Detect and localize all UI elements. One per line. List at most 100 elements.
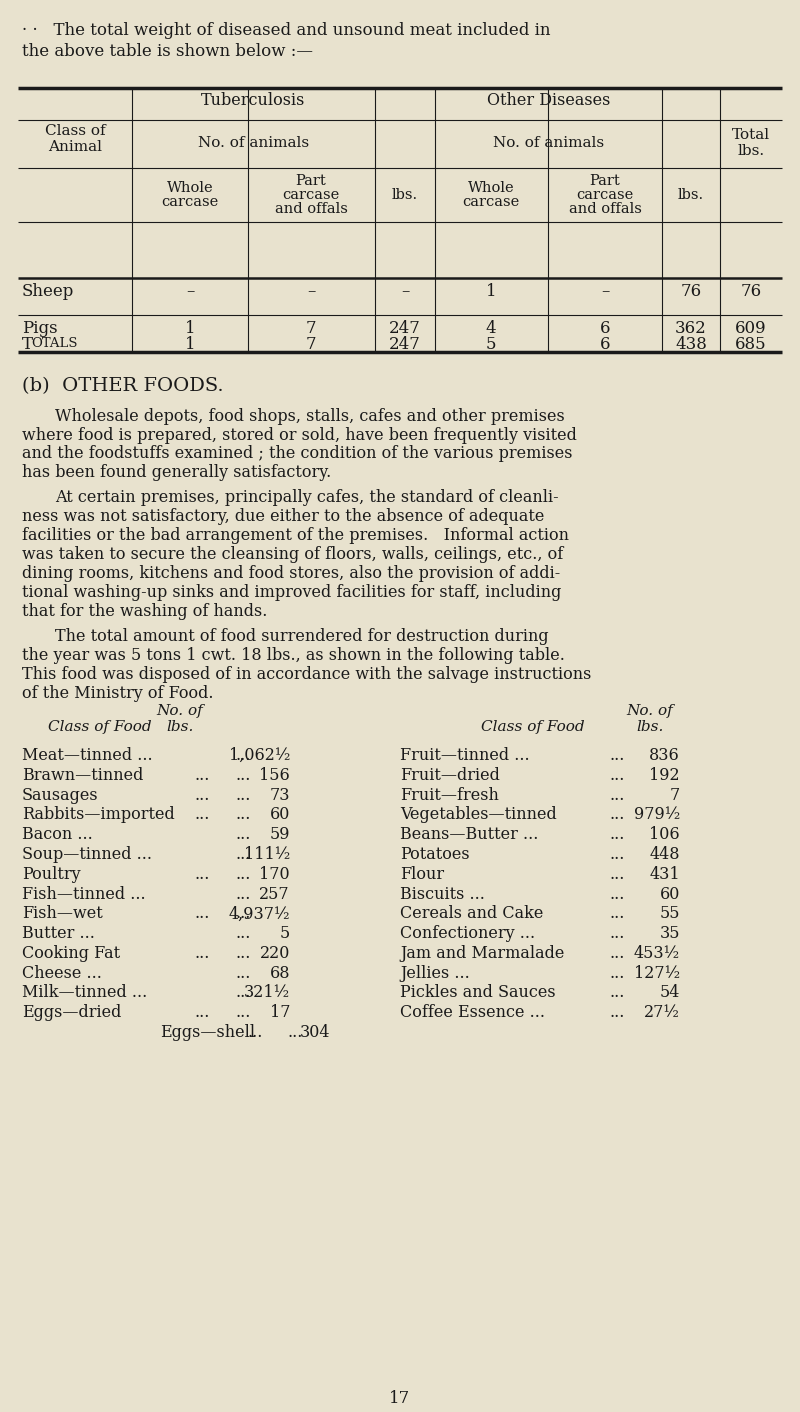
Text: Vegetables—tinned: Vegetables—tinned — [400, 806, 557, 823]
Text: and offals: and offals — [569, 202, 642, 216]
Text: 836: 836 — [650, 747, 680, 764]
Text: Coffee Essence ...: Coffee Essence ... — [400, 1004, 545, 1021]
Text: and offals: and offals — [274, 202, 347, 216]
Text: 438: 438 — [675, 336, 707, 353]
Text: 979½: 979½ — [634, 806, 680, 823]
Text: 247: 247 — [389, 319, 421, 336]
Text: 4,937½: 4,937½ — [229, 905, 290, 922]
Text: No. of: No. of — [626, 705, 674, 719]
Text: 27½: 27½ — [644, 1004, 680, 1021]
Text: 55: 55 — [659, 905, 680, 922]
Text: Meat—tinned ...: Meat—tinned ... — [22, 747, 153, 764]
Text: ...: ... — [610, 767, 625, 784]
Text: This food was disposed of in accordance with the salvage instructions: This food was disposed of in accordance … — [22, 666, 591, 683]
Text: ...: ... — [194, 767, 210, 784]
Text: 448: 448 — [650, 846, 680, 863]
Text: Whole: Whole — [166, 181, 214, 195]
Text: Part: Part — [590, 174, 620, 188]
Text: ...: ... — [235, 786, 250, 803]
Text: Poultry: Poultry — [22, 866, 81, 882]
Text: Flour: Flour — [400, 866, 444, 882]
Text: T: T — [22, 336, 33, 353]
Text: carcase: carcase — [162, 195, 218, 209]
Text: Biscuits ...: Biscuits ... — [400, 885, 485, 902]
Text: 76: 76 — [681, 282, 702, 299]
Text: Jam and Marmalade: Jam and Marmalade — [400, 945, 564, 962]
Text: 17: 17 — [270, 1004, 290, 1021]
Text: 59: 59 — [270, 826, 290, 843]
Text: Fruit—tinned ...: Fruit—tinned ... — [400, 747, 530, 764]
Text: ...: ... — [235, 905, 250, 922]
Text: dining rooms, kitchens and food stores, also the provision of addi-: dining rooms, kitchens and food stores, … — [22, 565, 560, 582]
Text: ...: ... — [610, 786, 625, 803]
Text: ...: ... — [610, 747, 625, 764]
Text: and the foodstuffs examined ; the condition of the various premises: and the foodstuffs examined ; the condit… — [22, 446, 573, 463]
Text: 1,062½: 1,062½ — [229, 747, 290, 764]
Text: –: – — [186, 282, 194, 299]
Text: 60: 60 — [660, 885, 680, 902]
Text: 4: 4 — [486, 319, 496, 336]
Text: · ·   The total weight of diseased and unsound meat included in: · · The total weight of diseased and uns… — [22, 23, 550, 40]
Text: No. of animals: No. of animals — [493, 136, 604, 150]
Text: Total: Total — [732, 128, 770, 141]
Text: Cooking Fat: Cooking Fat — [22, 945, 120, 962]
Text: 7: 7 — [306, 336, 316, 353]
Text: 76: 76 — [741, 282, 762, 299]
Text: 17: 17 — [390, 1391, 410, 1408]
Text: Other Diseases: Other Diseases — [487, 92, 610, 109]
Text: Sausages: Sausages — [22, 786, 98, 803]
Text: Fruit—fresh: Fruit—fresh — [400, 786, 499, 803]
Text: No. of: No. of — [157, 705, 203, 719]
Text: carcase: carcase — [282, 188, 340, 202]
Text: 304: 304 — [299, 1024, 330, 1041]
Text: At certain premises, principally cafes, the standard of cleanli-: At certain premises, principally cafes, … — [55, 490, 558, 507]
Text: 6: 6 — [600, 336, 610, 353]
Text: 5: 5 — [486, 336, 496, 353]
Text: ...: ... — [235, 984, 250, 1001]
Text: tional washing-up sinks and improved facilities for staff, including: tional washing-up sinks and improved fac… — [22, 585, 562, 602]
Text: OTALS: OTALS — [31, 337, 78, 350]
Text: ...: ... — [235, 964, 250, 981]
Text: Part: Part — [296, 174, 326, 188]
Text: Class of Food: Class of Food — [481, 720, 585, 734]
Text: 7: 7 — [306, 319, 316, 336]
Text: Cheese ...: Cheese ... — [22, 964, 102, 981]
Text: 192: 192 — [650, 767, 680, 784]
Text: Eggs—shell: Eggs—shell — [160, 1024, 255, 1041]
Text: Animal: Animal — [48, 140, 102, 154]
Text: ...: ... — [235, 1004, 250, 1021]
Text: the above table is shown below :—: the above table is shown below :— — [22, 42, 313, 59]
Text: 362: 362 — [675, 319, 707, 336]
Text: ...: ... — [235, 846, 250, 863]
Text: Wholesale depots, food shops, stalls, cafes and other premises: Wholesale depots, food shops, stalls, ca… — [55, 408, 565, 425]
Text: ...: ... — [610, 885, 625, 902]
Text: ...: ... — [610, 945, 625, 962]
Text: Pigs: Pigs — [22, 319, 58, 336]
Text: –: – — [401, 282, 409, 299]
Text: carcase: carcase — [576, 188, 634, 202]
Text: 7: 7 — [670, 786, 680, 803]
Text: Eggs—dried: Eggs—dried — [22, 1004, 122, 1021]
Text: that for the washing of hands.: that for the washing of hands. — [22, 603, 267, 620]
Text: Jellies ...: Jellies ... — [400, 964, 470, 981]
Text: ...: ... — [194, 866, 210, 882]
Text: ...: ... — [235, 806, 250, 823]
Text: ...: ... — [194, 945, 210, 962]
Text: 1: 1 — [185, 319, 195, 336]
Text: lbs.: lbs. — [392, 188, 418, 202]
Text: Brawn—tinned: Brawn—tinned — [22, 767, 143, 784]
Text: 73: 73 — [270, 786, 290, 803]
Text: Whole: Whole — [468, 181, 514, 195]
Text: 156: 156 — [259, 767, 290, 784]
Text: 54: 54 — [660, 984, 680, 1001]
Text: Pickles and Sauces: Pickles and Sauces — [400, 984, 556, 1001]
Text: Fruit—dried: Fruit—dried — [400, 767, 500, 784]
Text: Milk—tinned ...: Milk—tinned ... — [22, 984, 147, 1001]
Text: (b)  OTHER FOODS.: (b) OTHER FOODS. — [22, 377, 224, 395]
Text: 1: 1 — [185, 336, 195, 353]
Text: No. of animals: No. of animals — [198, 136, 309, 150]
Text: –: – — [601, 282, 609, 299]
Text: was taken to secure the cleansing of floors, walls, ceilings, etc., of: was taken to secure the cleansing of flo… — [22, 546, 563, 563]
Text: ...: ... — [235, 826, 250, 843]
Text: Class of: Class of — [45, 124, 106, 138]
